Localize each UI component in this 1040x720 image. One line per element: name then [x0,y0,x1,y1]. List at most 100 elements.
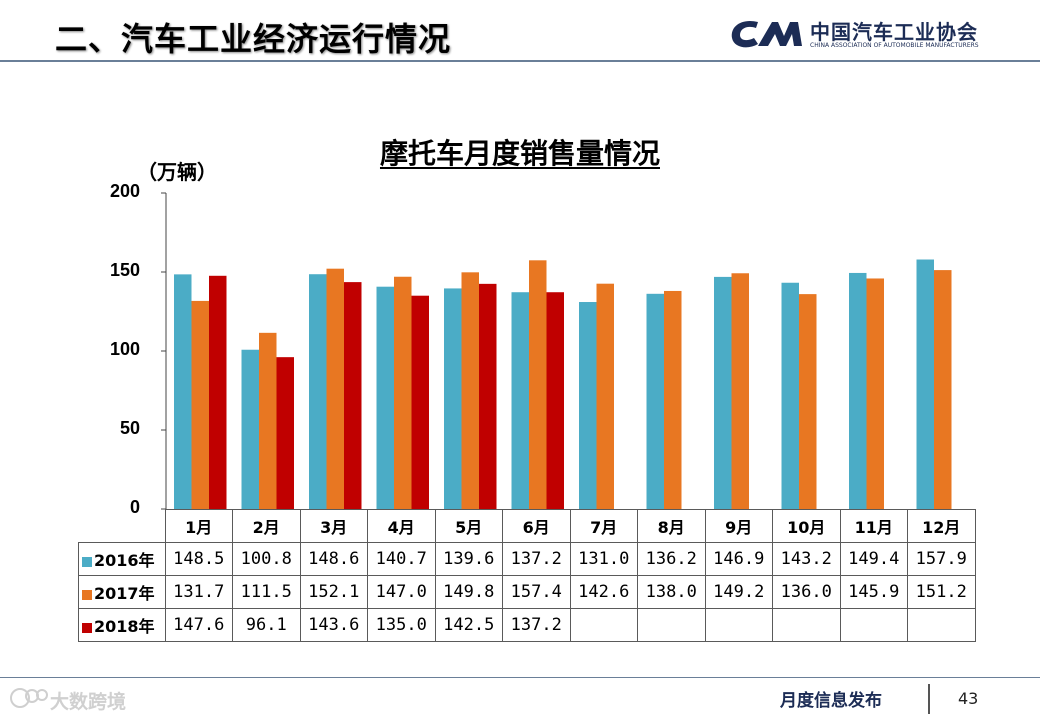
footer-label: 月度信息发布 [780,691,882,711]
bar [276,357,294,509]
data-label: 157.9 [907,542,976,576]
data-label: 146.9 [704,542,773,576]
bar [714,276,732,509]
legend-swatch [82,622,92,633]
legend-label: 2018年 [94,617,155,636]
bar [579,302,597,509]
data-label: 148.5 [164,542,233,576]
legend-entry: 2016年 [78,542,166,576]
y-tick-label: 50 [119,418,140,438]
bar [934,270,952,509]
data-label: 143.2 [772,542,841,576]
data-label: 100.8 [232,542,301,576]
bar [596,283,614,509]
bar [394,276,412,509]
data-label: 152.1 [299,575,368,609]
data-label: 131.7 [164,575,233,609]
data-label [907,608,976,642]
page-number: 43 [958,689,979,708]
bar [411,295,429,509]
data-label: 137.2 [502,542,571,576]
bar [191,300,209,509]
bar [546,292,564,509]
data-label: 147.6 [164,608,233,642]
data-label [637,608,706,642]
page-title: 二、汽车工业经济运行情况 [55,20,452,58]
footer-separator [928,684,930,714]
watermark: 大数跨境 [10,688,126,713]
data-label: 142.6 [569,575,638,609]
bar [376,286,394,509]
data-label: 139.6 [434,542,503,576]
x-tick-label: 8月 [637,509,706,543]
bar [241,349,259,509]
bar [209,275,227,509]
x-tick-label: 5月 [434,509,503,543]
bar-chart [161,192,952,510]
logo-text-en: CHINA ASSOCIATION OF AUTOMOBILE MANUFACT… [810,42,979,49]
data-label: 149.8 [434,575,503,609]
bar [849,272,867,509]
bar [781,282,799,509]
x-tick-label: 2月 [232,509,301,543]
data-label: 111.5 [232,575,301,609]
bar [866,278,884,509]
data-label: 148.6 [299,542,368,576]
data-label: 137.2 [502,608,571,642]
legend-entry: 2017年 [78,575,166,609]
data-label: 135.0 [367,608,436,642]
x-tick-label: 9月 [704,509,773,543]
table-corner [78,509,166,543]
bar [309,274,327,509]
bar [731,273,749,509]
data-label: 96.1 [232,608,301,642]
table-row: 2017年 131.7 111.5 152.1 147.0 149.8 157.4 142.6… [78,575,976,609]
data-label [569,608,638,642]
data-label: 157.4 [502,575,571,609]
bar [916,259,934,509]
data-label [839,608,908,642]
data-label [704,608,773,642]
data-label: 149.2 [704,575,773,609]
bar [511,292,529,509]
logo-text-cn: 中国汽车工业协会 [810,20,978,44]
x-tick-label: 4月 [367,509,436,543]
data-label: 131.0 [569,542,638,576]
bar [259,332,277,509]
bar [461,272,479,509]
y-tick-label: 150 [109,260,140,280]
x-tick-label: 6月 [502,509,571,543]
data-label: 151.2 [907,575,976,609]
data-label: 147.0 [367,575,436,609]
bar [326,268,344,509]
table-row: 2016年 148.5 100.8 148.6 140.7 139.6 137.2 131.0… [78,542,976,576]
footer-divider [0,677,1040,678]
y-tick-label: 0 [129,497,140,517]
bar [799,294,817,509]
y-axis-unit-label: （万辆） [137,160,217,184]
bar [664,290,682,509]
data-label: 149.4 [839,542,908,576]
chart-title-wrap: 摩托车月度销售量情况 [0,132,1040,172]
x-tick-label: 12月 [907,509,976,543]
data-label: 140.7 [367,542,436,576]
data-label: 136.0 [772,575,841,609]
data-label: 136.2 [637,542,706,576]
legend-entry: 2018年 [78,608,166,642]
x-tick-label: 3月 [299,509,368,543]
data-label: 142.5 [434,608,503,642]
x-tick-label: 11月 [839,509,908,543]
table-row: 2018年 147.6 96.1 143.6 135.0 142.5 137.2 [78,608,976,642]
data-label [772,608,841,642]
chart-title: 摩托车月度销售量情况 [379,137,660,170]
data-label: 145.9 [839,575,908,609]
data-table: 1月 2月 3月 4月 5月 6月 7月 8月 9月 10月 11月 12月 2016年 148.5 100… [78,509,976,642]
legend-swatch [82,556,92,567]
bar [444,288,462,509]
watermark-text: 大数跨境 [50,690,126,713]
x-tick-label: 7月 [569,509,638,543]
caam-logo: 中国汽车工业协会 CHINA ASSOCIATION OF AUTOMOBILE… [728,16,998,56]
bar [344,282,362,509]
legend-label: 2017年 [94,584,155,603]
legend-swatch [82,589,92,600]
